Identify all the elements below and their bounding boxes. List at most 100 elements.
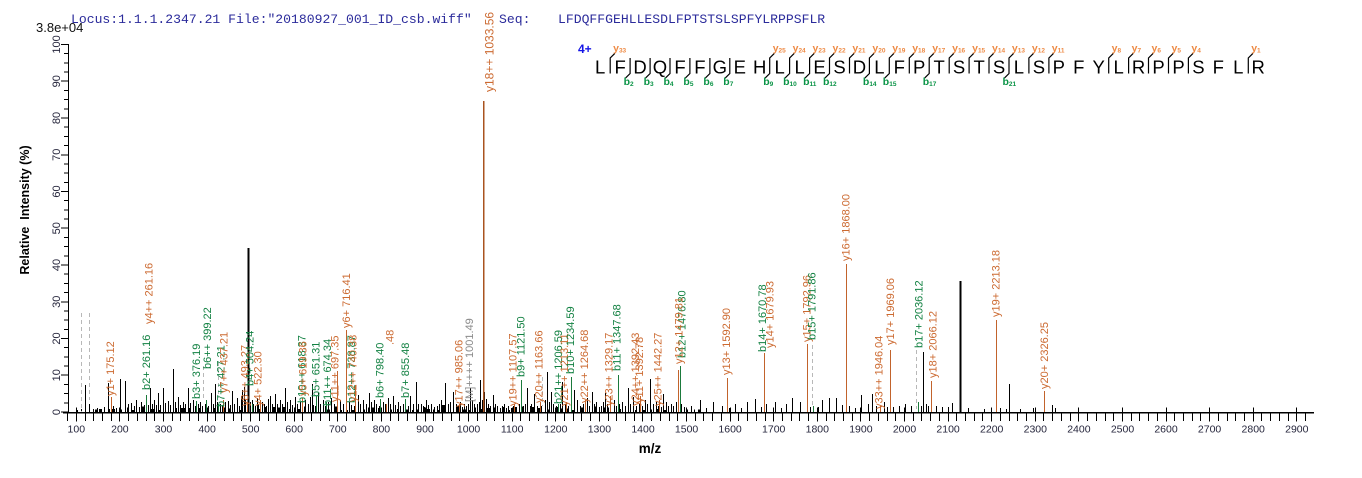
svg-text:L: L	[874, 57, 884, 78]
svg-text:0: 0	[51, 409, 63, 415]
svg-text:G: G	[713, 57, 727, 78]
svg-text:1000: 1000	[457, 424, 481, 436]
svg-text:y18+ 2066.12: y18+ 2066.12	[927, 311, 939, 378]
svg-text:800: 800	[373, 424, 391, 436]
svg-text:y25++ 1442.27: y25++ 1442.27	[652, 333, 664, 406]
svg-text:y16+ 1868.00: y16+ 1868.00	[841, 194, 853, 261]
svg-text:2200: 2200	[980, 424, 1004, 436]
svg-text:b9+ 1121.50: b9+ 1121.50	[515, 316, 527, 377]
svg-text:y5: y5	[1172, 43, 1182, 55]
svg-text:400: 400	[198, 424, 216, 436]
svg-text:b9: b9	[763, 76, 773, 88]
svg-text:b3: b3	[644, 76, 654, 88]
svg-text:100: 100	[68, 424, 86, 436]
svg-text:b12++ 738.87: b12++ 738.87	[346, 335, 358, 403]
svg-text:y19++ 1107.57: y19++ 1107.57	[508, 333, 520, 406]
svg-text:3.8e+04: 3.8e+04	[36, 20, 83, 35]
svg-text:2100: 2100	[936, 424, 960, 436]
svg-text:y14+ 1679.93: y14+ 1679.93	[764, 281, 776, 348]
svg-text:b5: b5	[683, 76, 693, 88]
svg-text:1100: 1100	[501, 424, 524, 436]
svg-text:b7+ 855.48: b7+ 855.48	[400, 343, 412, 398]
svg-text:700: 700	[329, 424, 347, 436]
svg-text:m/z: m/z	[639, 441, 662, 456]
svg-text:y20++ 1163.66: y20++ 1163.66	[533, 330, 545, 403]
svg-text:y6: y6	[1152, 43, 1162, 55]
svg-text:y7++ 437.21: y7++ 437.21	[218, 332, 230, 393]
svg-text:P: P	[1152, 57, 1164, 78]
svg-text:L: L	[1014, 57, 1024, 78]
svg-text:1300: 1300	[588, 424, 612, 436]
svg-text:20: 20	[51, 332, 63, 344]
svg-text:2300: 2300	[1024, 424, 1048, 436]
svg-text:y1+ 175.12: y1+ 175.12	[105, 341, 117, 396]
svg-text:y17++ 985.06: y17++ 985.06	[453, 340, 465, 407]
svg-text:80: 80	[51, 112, 63, 124]
svg-text:b11+ 1347.68: b11+ 1347.68	[611, 304, 623, 371]
svg-text:y7: y7	[1132, 43, 1142, 55]
svg-text:2700: 2700	[1198, 424, 1222, 436]
svg-text:Y: Y	[1093, 57, 1105, 78]
svg-text:F: F	[1073, 57, 1084, 78]
svg-text:200: 200	[111, 424, 129, 436]
svg-text:y5+ 619.36: y5+ 619.36	[298, 341, 310, 396]
svg-text:b4+ 504.24: b4+ 504.24	[244, 331, 256, 386]
svg-text:S: S	[1033, 57, 1045, 78]
svg-text:b6: b6	[703, 76, 713, 88]
svg-text:b4: b4	[664, 76, 674, 88]
svg-text:H: H	[753, 57, 766, 78]
svg-text:y13+ 1592.90: y13+ 1592.90	[721, 308, 733, 375]
svg-text:L: L	[1113, 57, 1123, 78]
svg-text:b2+ 261.16: b2+ 261.16	[141, 335, 153, 390]
svg-text:D: D	[633, 57, 646, 78]
svg-text:b21++ 1206.59: b21++ 1206.59	[553, 330, 565, 404]
svg-text:b15+ 1791.86: b15+ 1791.86	[807, 272, 819, 340]
svg-text:900: 900	[416, 424, 434, 436]
svg-text:1700: 1700	[762, 424, 786, 436]
svg-text:600: 600	[285, 424, 303, 436]
svg-text:90: 90	[51, 75, 63, 87]
svg-text:R: R	[1252, 57, 1265, 78]
svg-text:F: F	[894, 57, 905, 78]
svg-text:b2: b2	[624, 76, 634, 88]
svg-text:y12+ 1479.81: y12+ 1479.81	[673, 297, 685, 364]
svg-text:50: 50	[51, 222, 63, 234]
svg-text:b17+ 2036.12: b17+ 2036.12	[914, 280, 926, 348]
svg-text:y24++ 1392.43: y24++ 1392.43	[630, 333, 642, 406]
svg-text:1600: 1600	[718, 424, 742, 436]
svg-text:b6++ 399.22: b6++ 399.22	[202, 307, 214, 369]
svg-text:T: T	[934, 57, 945, 78]
svg-text:y11+ 1392.78: y11+ 1392.78	[634, 337, 646, 403]
svg-text:y33++ 1946.04: y33++ 1946.04	[874, 336, 886, 409]
svg-text:P: P	[1053, 57, 1065, 78]
svg-text:b12+ 1476.80: b12+ 1476.80	[676, 290, 688, 358]
svg-text:Relative Intensity (%): Relative Intensity (%)	[18, 145, 32, 274]
svg-text:Locus:1.1.1.2347.21 File:"2018: Locus:1.1.1.2347.21 File:"20180927_001_I…	[71, 12, 472, 27]
svg-text:F: F	[674, 57, 685, 78]
svg-text:y1: y1	[1251, 43, 1261, 55]
svg-text:b7++ 427.21: b7++ 427.21	[215, 345, 227, 407]
svg-text:b7: b7	[723, 76, 733, 88]
svg-text:y4++ 261.16: y4++ 261.16	[144, 263, 156, 324]
svg-text:Q: Q	[653, 57, 667, 78]
svg-text:y8: y8	[1112, 43, 1122, 55]
svg-text:2800: 2800	[1242, 424, 1266, 436]
svg-text:P: P	[913, 57, 925, 78]
svg-text:2600: 2600	[1154, 424, 1178, 436]
svg-text:E: E	[813, 57, 825, 78]
svg-text:y11++ 697.35: y11++ 697.35	[329, 336, 341, 402]
svg-text:L: L	[1233, 57, 1243, 78]
svg-text:y20+ 2326.25: y20+ 2326.25	[1039, 322, 1051, 389]
svg-text:60: 60	[51, 185, 63, 197]
svg-text:y18++ 1033.56: y18++ 1033.56	[482, 12, 496, 92]
svg-text:b14+ 1670.78: b14+ 1670.78	[757, 284, 769, 352]
svg-text:R: R	[1132, 57, 1145, 78]
svg-text:70: 70	[51, 149, 63, 161]
svg-text:100: 100	[51, 35, 63, 53]
svg-text:y19+ 2213.18: y19+ 2213.18	[991, 250, 1003, 317]
svg-text:1200: 1200	[544, 424, 568, 436]
svg-text:F: F	[614, 57, 625, 78]
svg-text:L: L	[775, 57, 785, 78]
svg-text:30: 30	[51, 296, 63, 308]
svg-text:y4+ 522.30: y4+ 522.30	[252, 351, 264, 406]
